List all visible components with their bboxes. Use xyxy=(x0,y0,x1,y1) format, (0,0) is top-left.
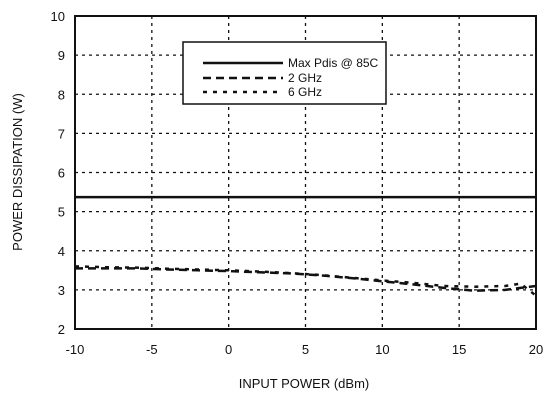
grid-lines xyxy=(75,16,536,329)
y-axis-title: POWER DISSIPATION (W) xyxy=(10,93,25,251)
x-tick-label: 20 xyxy=(529,342,543,357)
y-tick-label: 4 xyxy=(58,244,65,259)
series-line-6ghz xyxy=(74,265,537,297)
x-tick-label: 5 xyxy=(302,342,309,357)
plot-frame xyxy=(74,15,537,330)
y-tick-label: 8 xyxy=(58,87,65,102)
series-lines xyxy=(74,195,537,297)
x-tick-label: 15 xyxy=(452,342,466,357)
x-tick-label: 10 xyxy=(375,342,389,357)
x-tick-label: 0 xyxy=(225,342,232,357)
y-tick-label: 6 xyxy=(58,166,65,181)
legend: Max Pdis @ 85C 2 GHz 6 GHz xyxy=(182,41,387,105)
y-tick-label: 3 xyxy=(58,283,65,298)
legend-label-6ghz: 6 GHz xyxy=(288,85,322,99)
y-tick-label: 2 xyxy=(58,322,65,337)
legend-box xyxy=(182,41,387,105)
y-tick-label: 10 xyxy=(51,9,65,24)
x-axis-title: INPUT POWER (dBm) xyxy=(239,376,370,391)
y-tick-label: 7 xyxy=(58,126,65,141)
x-tick-label: -10 xyxy=(66,342,85,357)
legend-label-2ghz: 2 GHz xyxy=(288,71,322,85)
x-tick-label: -5 xyxy=(146,342,158,357)
y-tick-label: 5 xyxy=(58,205,65,220)
y-tick-label: 9 xyxy=(58,48,65,63)
tick-labels: -10 -5 0 5 10 15 20 2 3 4 5 6 7 8 9 10 xyxy=(51,9,544,357)
legend-label-max-pdis: Max Pdis @ 85C xyxy=(288,56,379,70)
